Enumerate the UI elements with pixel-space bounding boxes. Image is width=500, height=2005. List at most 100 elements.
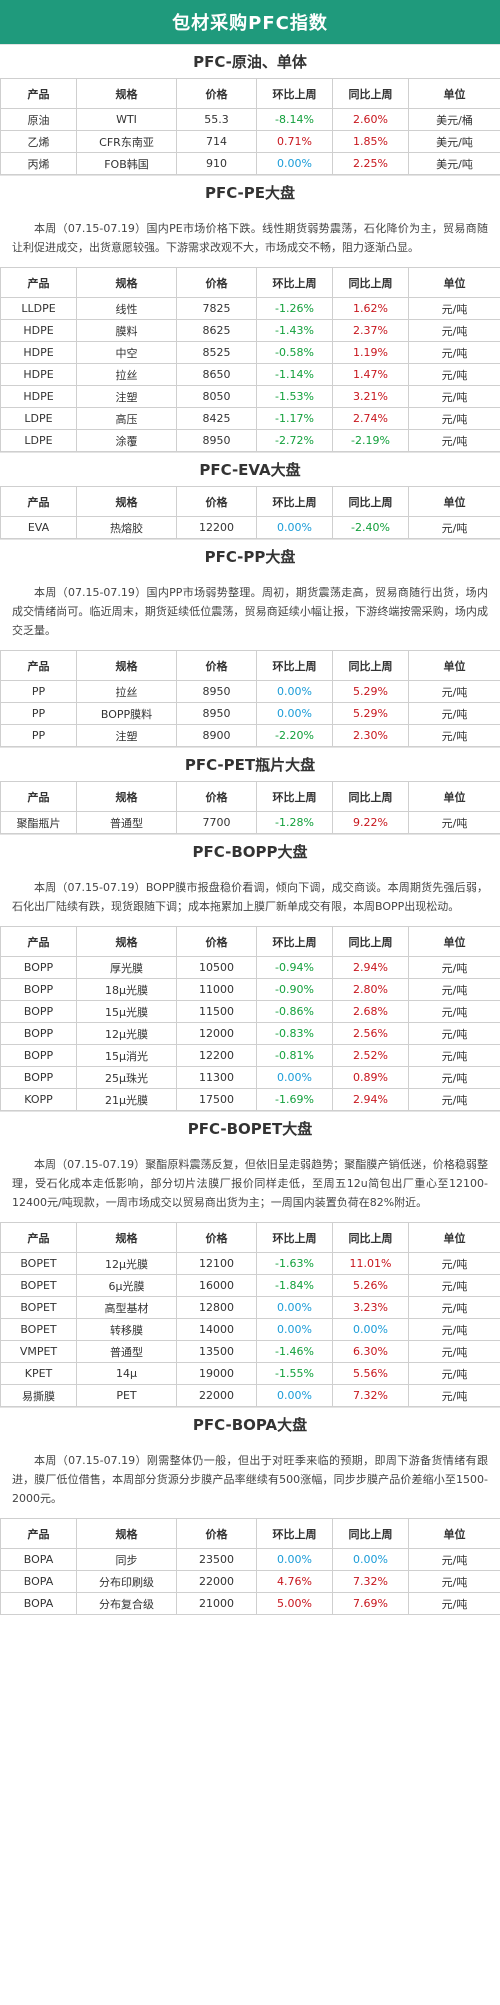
table-cell: BOPET (0, 1274, 77, 1297)
column-header: 环比上周 (256, 1222, 333, 1253)
table-cell: 8950 (176, 429, 257, 452)
table-cell: BOPA (0, 1548, 77, 1571)
table-row: HDPE 拉丝 8650 -1.14% 1.47% 元/吨 (0, 363, 500, 386)
table-cell: 分布印刷级 (76, 1570, 177, 1593)
table-cell: 714 (176, 130, 257, 153)
table-cell: 元/吨 (408, 978, 500, 1001)
table-cell: 热熔胶 (76, 516, 177, 539)
section-title: PFC-PET瓶片大盘 (0, 747, 500, 781)
table-cell: -8.14% (256, 108, 333, 131)
table-cell: HDPE (0, 363, 77, 386)
table-cell: KPET (0, 1362, 77, 1385)
table-cell: 11500 (176, 1000, 257, 1023)
table-cell: 乙烯 (0, 130, 77, 153)
table-cell: 普通型 (76, 811, 177, 834)
column-header: 规格 (76, 1518, 177, 1549)
table-row: PP 拉丝 8950 0.00% 5.29% 元/吨 (0, 680, 500, 703)
table-row: BOPET 转移膜 14000 0.00% 0.00% 元/吨 (0, 1318, 500, 1341)
column-header: 规格 (76, 486, 177, 517)
table-cell: 拉丝 (76, 680, 177, 703)
column-header: 同比上周 (332, 267, 409, 298)
table-cell: -0.94% (256, 956, 333, 979)
section-title: PFC-BOPET大盘 (0, 1111, 500, 1145)
table-cell: BOPA (0, 1570, 77, 1593)
column-header: 产品 (0, 650, 77, 681)
table-cell: 8900 (176, 724, 257, 747)
table-cell: 55.3 (176, 108, 257, 131)
table-cell: 5.29% (332, 702, 409, 725)
table-cell: LDPE (0, 429, 77, 452)
table-cell: 厚光膜 (76, 956, 177, 979)
table-cell: 22000 (176, 1384, 257, 1407)
column-header: 价格 (176, 650, 257, 681)
table-cell: 聚酯瓶片 (0, 811, 77, 834)
column-header: 规格 (76, 267, 177, 298)
table-row: BOPET 6μ光膜 16000 -1.84% 5.26% 元/吨 (0, 1274, 500, 1297)
column-header: 环比上周 (256, 267, 333, 298)
table-cell: 21μ光膜 (76, 1088, 177, 1111)
table-cell: BOPP (0, 1000, 77, 1023)
table-cell: 12200 (176, 516, 257, 539)
table-row: BOPET 高型基材 12800 0.00% 3.23% 元/吨 (0, 1296, 500, 1319)
table-cell: 11300 (176, 1066, 257, 1089)
table-cell: -0.86% (256, 1000, 333, 1023)
table-cell: 0.00% (332, 1318, 409, 1341)
table-cell: 注塑 (76, 385, 177, 408)
table-cell: 12μ光膜 (76, 1022, 177, 1045)
table-cell: BOPP (0, 956, 77, 979)
table-row: BOPA 分布复合级 21000 5.00% 7.69% 元/吨 (0, 1592, 500, 1615)
column-header: 规格 (76, 78, 177, 109)
column-header: 环比上周 (256, 926, 333, 957)
column-header: 同比上周 (332, 78, 409, 109)
table-cell: 1.19% (332, 341, 409, 364)
table-cell: -1.14% (256, 363, 333, 386)
table-row: PP 注塑 8900 -2.20% 2.30% 元/吨 (0, 724, 500, 747)
table-cell: 8425 (176, 407, 257, 430)
table-row: VMPET 普通型 13500 -1.46% 6.30% 元/吨 (0, 1340, 500, 1363)
column-header: 同比上周 (332, 1222, 409, 1253)
table-header-row: 产品 规格 价格 环比上周 同比上周 单位 (0, 781, 500, 812)
section-title: PFC-BOPA大盘 (0, 1407, 500, 1441)
table-cell: 分布复合级 (76, 1592, 177, 1615)
table-cell: 线性 (76, 297, 177, 320)
table-cell: BOPET (0, 1318, 77, 1341)
table-cell: 元/吨 (408, 1252, 500, 1275)
table-header-row: 产品 规格 价格 环比上周 同比上周 单位 (0, 78, 500, 109)
table-cell: 3.21% (332, 385, 409, 408)
table-cell: 元/吨 (408, 1022, 500, 1045)
table-cell: 元/吨 (408, 1592, 500, 1615)
table-cell: -1.53% (256, 385, 333, 408)
table-cell: 8625 (176, 319, 257, 342)
column-header: 环比上周 (256, 650, 333, 681)
table-cell: 0.00% (256, 516, 333, 539)
column-header: 产品 (0, 78, 77, 109)
table-cell: 12000 (176, 1022, 257, 1045)
column-header: 同比上周 (332, 781, 409, 812)
table-row: 乙烯 CFR东南亚 714 0.71% 1.85% 美元/吨 (0, 130, 500, 153)
price-table: 产品 规格 价格 环比上周 同比上周 单位 PP 拉丝 8950 0.00% 5.29% 元/吨 PP B… (0, 650, 500, 747)
table-cell: 元/吨 (408, 811, 500, 834)
table-cell: 元/吨 (408, 702, 500, 725)
table-cell: 元/吨 (408, 724, 500, 747)
table-cell: 1.85% (332, 130, 409, 153)
column-header: 规格 (76, 926, 177, 957)
table-row: HDPE 膜料 8625 -1.43% 2.37% 元/吨 (0, 319, 500, 342)
column-header: 规格 (76, 781, 177, 812)
column-header: 价格 (176, 486, 257, 517)
table-cell: 同步 (76, 1548, 177, 1571)
table-cell: 原油 (0, 108, 77, 131)
table-cell: -1.55% (256, 1362, 333, 1385)
table-cell: -2.19% (332, 429, 409, 452)
table-cell: 5.26% (332, 1274, 409, 1297)
table-cell: VMPET (0, 1340, 77, 1363)
section-title: PFC-原油、单体 (0, 44, 500, 78)
table-cell: 元/吨 (408, 956, 500, 979)
column-header: 单位 (408, 1518, 500, 1549)
table-cell: -0.81% (256, 1044, 333, 1067)
table-cell: 8525 (176, 341, 257, 364)
table-cell: 元/吨 (408, 385, 500, 408)
table-cell: 元/吨 (408, 1548, 500, 1571)
section-description: 本周（07.15-07.19）刚需整体仍一般，但出于对旺季来临的预期，即周下游备… (12, 1454, 488, 1505)
table-cell: 22000 (176, 1570, 257, 1593)
table-cell: 元/吨 (408, 1088, 500, 1111)
